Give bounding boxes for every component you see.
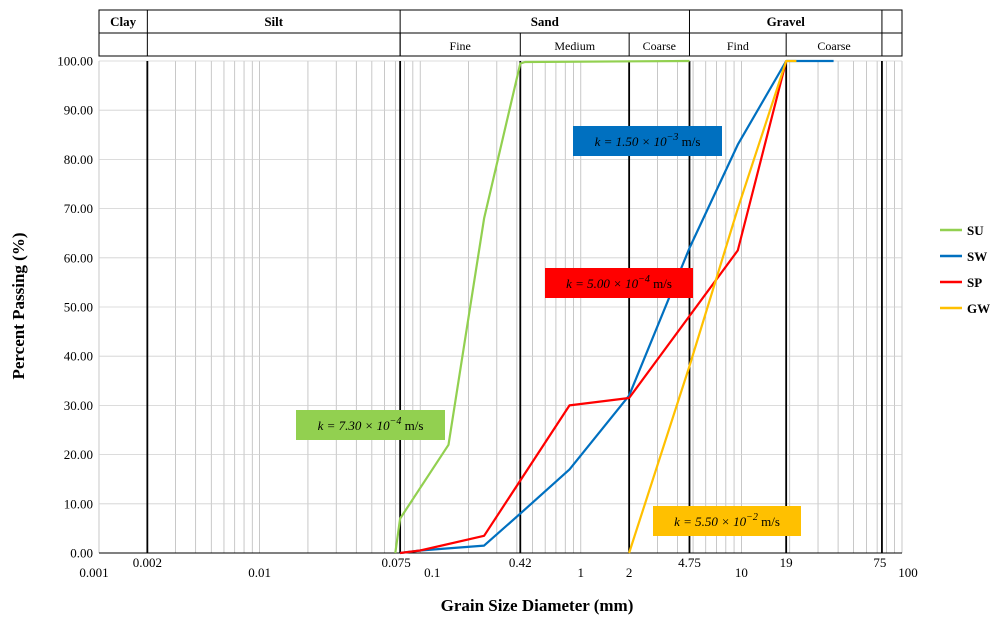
y-tick-label: 10.00: [64, 496, 93, 511]
legend-label-gw: GW: [967, 301, 990, 316]
band-label-minor: Coarse: [643, 39, 676, 53]
series-line-gw: [628, 59, 797, 554]
x-tick-label: 4.75: [678, 555, 701, 570]
band-label-major: Silt: [264, 14, 283, 29]
y-tick-label: 90.00: [64, 103, 93, 118]
x-tick-label: 100: [898, 565, 918, 580]
y-tick-label: 40.00: [64, 349, 93, 364]
band-label-major: Clay: [110, 14, 137, 29]
soil-classification-table: Clay Silt Sand Gravel Fine Medium Coarse Find Co…: [98, 9, 903, 57]
series-line-sw: [399, 59, 834, 555]
legend-label-sp: SP: [967, 275, 982, 290]
y-tick-label: 50.00: [64, 300, 93, 315]
x-tick-label: 2: [626, 565, 633, 580]
band-label-major: Sand: [531, 14, 560, 29]
x-axis-label: Grain Size Diameter (mm): [441, 596, 634, 615]
k-value-label: k = 7.30 × 10−4 m/s: [318, 416, 424, 433]
legend-label-sw: SW: [967, 249, 987, 264]
chart-annotations: k = 1.50 × 10−3 m/s k = 5.00 × 10−4 m/s k …: [296, 126, 801, 536]
x-tick-label: 75: [873, 555, 886, 570]
x-tick-label: 0.002: [133, 555, 162, 570]
k-value-box: [573, 126, 722, 156]
y-axis-label: Percent Passing (%): [9, 233, 28, 380]
legend-label-su: SU: [967, 223, 984, 238]
k-value-label: k = 1.50 × 10−3 m/s: [595, 132, 701, 149]
x-tick-label: 0.1: [424, 565, 440, 580]
x-tick-label: 0.42: [509, 555, 532, 570]
band-label-minor: Medium: [554, 39, 595, 53]
band-label-major: Gravel: [767, 14, 806, 29]
k-value-box: [545, 268, 693, 298]
series-line-sp: [399, 60, 788, 555]
band-label-minor: Fine: [450, 39, 471, 53]
x-tick-label: 0.01: [248, 565, 271, 580]
chart-grid: [98, 60, 903, 554]
x-tick-label: 0.075: [382, 555, 411, 570]
y-tick-label: 100.00: [57, 54, 93, 69]
series-line-su: [394, 59, 690, 554]
y-tick-label: 70.00: [64, 201, 93, 216]
y-tick-label: 30.00: [64, 398, 93, 413]
x-tick-label: 1: [578, 565, 585, 580]
x-axis-ticks: 0.001 0.002 0.01 0.075 0.1 0.42 1 2 4.75 10 19 75 10…: [79, 555, 917, 580]
x-tick-label: 19: [780, 555, 793, 570]
y-axis-ticks: 0.00 10.00 20.00 30.00 40.00 50.00 60.00 70.00 8…: [57, 54, 93, 561]
chart-legend: SU SW SP GW: [940, 223, 990, 316]
band-label-minor: Find: [727, 39, 749, 53]
chart-series: [394, 59, 834, 555]
k-value-box: [296, 410, 445, 440]
y-tick-label: 0.00: [70, 546, 93, 561]
y-tick-label: 60.00: [64, 250, 93, 265]
k-value-box: [653, 506, 801, 536]
x-tick-label: 0.001: [79, 565, 108, 580]
band-label-minor: Coarse: [817, 39, 850, 53]
y-tick-label: 80.00: [64, 152, 93, 167]
k-value-label: k = 5.50 × 10−2 m/s: [674, 512, 780, 529]
y-tick-label: 20.00: [64, 447, 93, 462]
x-tick-label: 10: [735, 565, 748, 580]
k-value-label: k = 5.00 × 10−4 m/s: [566, 274, 672, 291]
